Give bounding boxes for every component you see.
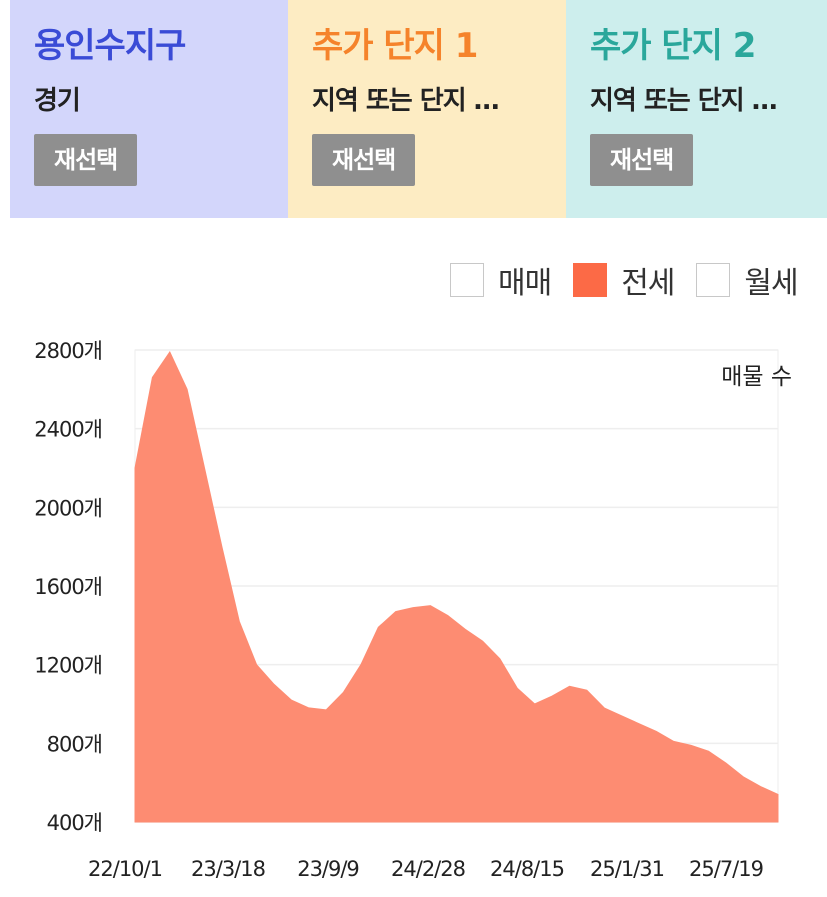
x-tick-label: 25/7/19 (689, 857, 763, 881)
region-panel-extra-2[interactable]: 추가 단지 2 지역 또는 단지 … 재선택 (566, 0, 827, 218)
x-tick-label: 22/10/1 (88, 857, 162, 881)
y-tick-label: 2000개 (34, 496, 102, 520)
legend-label-monthly-rent: 월세 (744, 266, 798, 301)
y-axis-ticks: 2800개 2400개 2000개 1600개 1200개 800개 400개 (34, 339, 103, 835)
x-tick-label: 23/9/9 (297, 857, 359, 881)
x-tick-label: 24/2/28 (391, 857, 465, 881)
y-tick-label: 800개 (47, 732, 102, 756)
legend-item-monthly-rent[interactable]: 월세 (696, 258, 799, 302)
reselect-button-extra-2[interactable]: 재선택 (590, 134, 694, 186)
y-tick-label: 1200개 (34, 654, 102, 678)
y-tick-label: 2800개 (34, 339, 102, 363)
legend-checkbox-monthly-rent[interactable] (696, 263, 731, 297)
legend-label-jeonse: 전세 (621, 266, 675, 301)
x-tick-label: 24/8/15 (490, 857, 564, 881)
listing-count-chart: 2800개 2400개 2000개 1600개 1200개 800개 400개 22/10/… (34, 339, 792, 881)
region-panel-subtitle[interactable]: 지역 또는 단지 … (312, 86, 500, 116)
legend-label-sale: 매매 (498, 266, 552, 301)
region-selector-panels: 용인수지구 경기 재선택 추가 단지 1 지역 또는 단지 … 재선택 추가 단… (10, 0, 827, 218)
region-panel-title: 추가 단지 1 (312, 26, 478, 66)
reselect-button-extra-1[interactable]: 재선택 (312, 134, 416, 186)
jeonse-listings-area (134, 350, 779, 823)
region-panel-main: 용인수지구 경기 재선택 (10, 0, 288, 218)
x-tick-label: 23/3/18 (191, 857, 265, 881)
reselect-button-main[interactable]: 재선택 (34, 134, 138, 186)
y-tick-label: 1600개 (34, 575, 102, 599)
legend-checkbox-sale[interactable] (450, 263, 484, 297)
chart-legend: 매매 전세 월세 (450, 258, 820, 302)
region-panel-subtitle: 경기 (34, 86, 81, 116)
legend-item-jeonse[interactable]: 전세 (573, 258, 675, 302)
x-tick-label: 25/1/31 (590, 857, 664, 881)
chart-annotation: 매물 수 (721, 364, 792, 390)
region-panel-subtitle[interactable]: 지역 또는 단지 … (590, 86, 778, 116)
y-tick-label: 2400개 (34, 418, 102, 442)
x-axis-ticks: 22/10/1 23/3/18 23/9/9 24/2/28 24/8/15 25/1/3… (88, 857, 764, 881)
region-panel-extra-1[interactable]: 추가 단지 1 지역 또는 단지 … 재선택 (288, 0, 566, 218)
region-panel-title: 추가 단지 2 (590, 26, 756, 66)
legend-item-sale[interactable]: 매매 (450, 258, 552, 302)
y-tick-label: 400개 (47, 811, 102, 835)
region-panel-title: 용인수지구 (34, 26, 186, 66)
legend-checkbox-jeonse[interactable] (573, 263, 608, 297)
